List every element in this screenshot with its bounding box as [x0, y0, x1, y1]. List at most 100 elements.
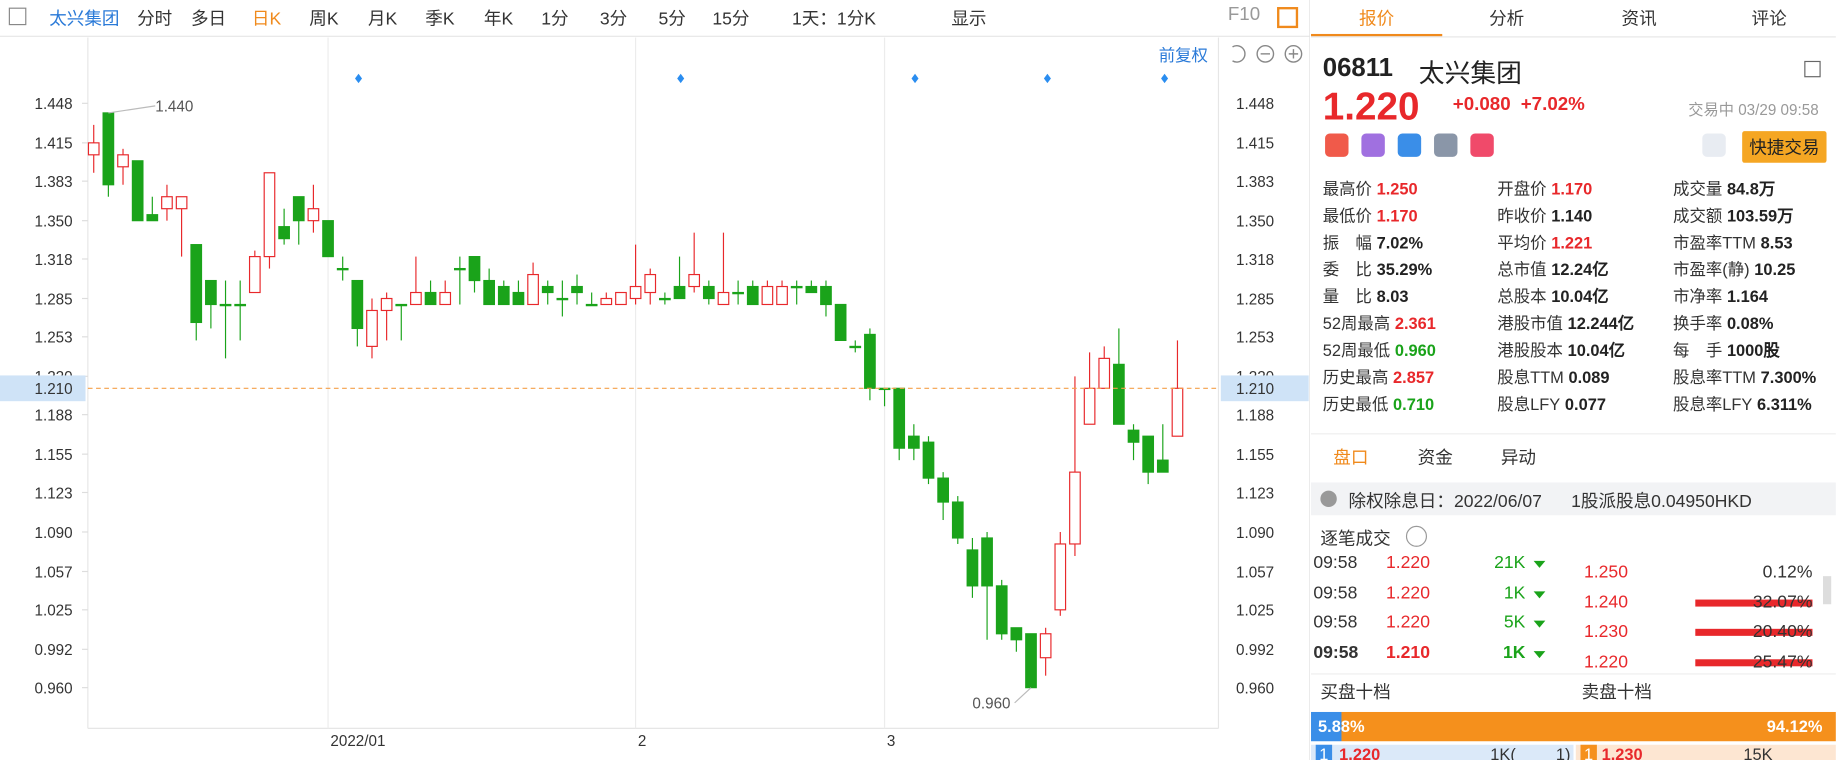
notice-icon — [1320, 490, 1337, 508]
stat-label: 港股市值 — [1497, 313, 1563, 333]
adjust-mode[interactable]: 前复权 — [1159, 47, 1208, 65]
period-tab[interactable]: 季K — [425, 9, 455, 30]
stat-label: 换手率 — [1673, 313, 1723, 333]
stat-label: 股息LFY — [1497, 394, 1561, 414]
icon[interactable] — [1277, 7, 1299, 29]
chart: 前复权 2022/01 2 3 1.448 1.448 1.415 1.415 1.383 1.… — [0, 0, 1310, 760]
candle-body — [820, 285, 832, 306]
stat-label: 最高价 — [1322, 179, 1372, 198]
stat: 量 比 8.03 — [1323, 285, 1409, 308]
period-tab[interactable]: 月K — [367, 9, 398, 30]
stat-value: 0.089 — [1568, 367, 1610, 387]
stat: 总市值 12.24亿 — [1497, 258, 1608, 281]
scrollbar — [1823, 576, 1832, 605]
book-row-bg — [1575, 744, 1836, 760]
dist-bar — [1695, 658, 1813, 666]
stat: 市净率 1.164 — [1673, 285, 1768, 308]
sub-tab[interactable]: 资金 — [1417, 448, 1453, 469]
feature-icon[interactable] — [1434, 133, 1458, 157]
stat: 52周最高 2.361 — [1323, 311, 1436, 334]
annotation: 1.440 — [155, 99, 193, 116]
book-cell: 1.230 — [1601, 744, 1643, 760]
trade-time: 09:58 — [1313, 552, 1358, 573]
candle-body — [351, 279, 364, 330]
range-select[interactable]: 1天：1分K — [792, 9, 877, 30]
stat-label: 股息率TTM — [1673, 367, 1756, 387]
stat: 历史最低 0.710 — [1323, 392, 1434, 415]
stat-value: 12.24亿 — [1551, 259, 1609, 279]
stat-value: 103.59万 — [1726, 206, 1794, 225]
panel-tab[interactable]: 报价 — [1359, 9, 1395, 30]
price: 1.220 — [1322, 84, 1420, 128]
price-label: 1.210 — [1236, 381, 1274, 398]
status: 交易中 03/29 09:58 — [1688, 100, 1819, 119]
candle-body — [995, 585, 1008, 635]
trade-button[interactable]: 快捷交易 — [1742, 131, 1827, 163]
candle-body — [834, 303, 847, 341]
divider — [1311, 433, 1836, 435]
y-tick-label: 1.123 — [35, 485, 73, 502]
y-tick-label: 1.090 — [35, 525, 73, 542]
display-select[interactable]: 显示 — [951, 9, 987, 30]
dist-bar — [1695, 598, 1813, 606]
period-tab[interactable]: 分时 — [137, 9, 173, 30]
stat: 股息率TTM 7.300% — [1673, 365, 1816, 388]
chart-tools[interactable] — [1232, 44, 1303, 63]
stat: 每 手 1000股 — [1673, 338, 1780, 361]
candle-body — [629, 285, 642, 300]
feature-icon[interactable] — [1470, 133, 1494, 157]
book-title: 买盘十档 — [1320, 682, 1391, 703]
candle-body — [453, 267, 466, 271]
stat-label: 市盈率TTM — [1673, 233, 1756, 252]
candle-body — [761, 285, 774, 306]
stat: 昨收价 1.140 — [1497, 204, 1592, 227]
divider — [1311, 36, 1836, 38]
sell-ratio: 94.12% — [1766, 716, 1823, 736]
stat-value: 12.244亿 — [1567, 313, 1635, 333]
y-tick-label: 1.025 — [1236, 603, 1274, 620]
sub-tab[interactable]: 盘口 — [1333, 448, 1369, 469]
x-tick-label: 3 — [887, 733, 895, 750]
candle-body — [87, 142, 100, 156]
x-tick-label: 2 — [638, 733, 646, 750]
stock-name: 太兴集团 — [1418, 58, 1522, 88]
stat: 开盘价 1.170 — [1497, 177, 1592, 200]
stat-label: 股息TTM — [1497, 367, 1564, 387]
candle-body — [849, 345, 862, 349]
buy-ratio-bar — [1311, 711, 1342, 742]
stat-label: 总股本 — [1497, 286, 1547, 306]
help-icon[interactable] — [1405, 525, 1428, 547]
candle-body — [1069, 471, 1081, 545]
icon[interactable] — [1702, 133, 1726, 157]
stat-label: 开盘价 — [1497, 179, 1547, 198]
candle-body — [527, 273, 539, 306]
change-pct: +7.02% — [1520, 94, 1585, 115]
feature-icon[interactable] — [1325, 133, 1349, 157]
candle-body — [336, 267, 349, 271]
period-tab[interactable]: 15分 — [712, 9, 750, 30]
period-tab[interactable]: 多日 — [190, 9, 227, 30]
icon[interactable] — [8, 7, 27, 26]
panel-tab[interactable]: 评论 — [1751, 9, 1787, 30]
price-label-bg — [1220, 375, 1309, 402]
sub-tab[interactable]: 异动 — [1500, 448, 1536, 469]
period-tab[interactable]: 日K — [251, 9, 282, 30]
stat-value: 7.02% — [1376, 233, 1424, 252]
period-tab[interactable]: 5分 — [658, 9, 686, 30]
feature-icon[interactable] — [1361, 133, 1385, 157]
stat-value: 0.08% — [1726, 313, 1774, 333]
y-tick-label: 1.318 — [35, 252, 73, 269]
y-tick-label: 1.350 — [35, 214, 73, 231]
candle-body — [746, 285, 759, 306]
period-tab[interactable]: 年K — [483, 9, 514, 30]
candle-body — [981, 537, 993, 587]
period-tab[interactable]: 周K — [309, 9, 339, 30]
y-tick-label: 1.383 — [1236, 174, 1274, 191]
panel-tab[interactable]: 资讯 — [1621, 9, 1657, 30]
stock-tab[interactable]: 太兴集团 — [49, 9, 120, 30]
panel-tab[interactable]: 分析 — [1489, 9, 1525, 30]
f10[interactable]: F10 — [1227, 4, 1261, 25]
feature-icon[interactable] — [1397, 133, 1422, 157]
period-tab[interactable]: 3分 — [599, 9, 628, 30]
period-tab[interactable]: 1分 — [541, 9, 569, 30]
